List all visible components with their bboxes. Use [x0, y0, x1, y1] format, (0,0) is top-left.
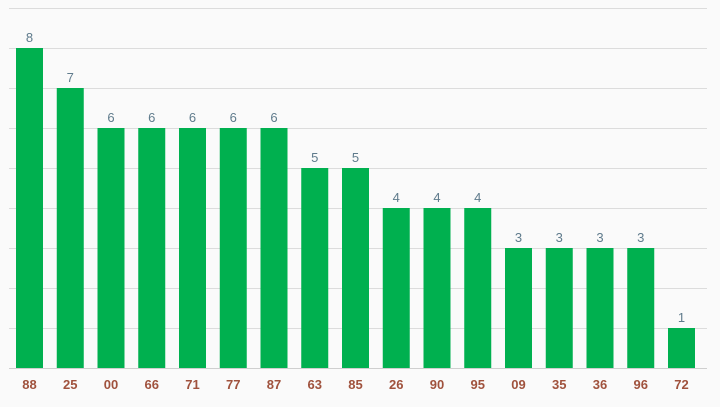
- bar-66: [138, 128, 166, 368]
- bar-87: [260, 128, 288, 368]
- data-label-09: 3: [515, 230, 522, 245]
- data-label-72: 1: [678, 310, 685, 325]
- data-label-88: 8: [26, 30, 33, 45]
- x-tick-label-36: 36: [593, 377, 607, 392]
- data-label-63: 5: [311, 150, 318, 165]
- bar-90: [423, 208, 451, 368]
- bar-85: [342, 168, 369, 368]
- bar-96: [627, 248, 655, 368]
- x-tick-labels: 88 25 00 66 71 77 87 63 85 26 90 95 09 35 36 96 72: [22, 377, 688, 392]
- x-tick-label-90: 90: [430, 377, 444, 392]
- bar-26: [382, 208, 410, 368]
- bar-25: [56, 88, 84, 368]
- data-label-36: 3: [596, 230, 603, 245]
- x-tick-label-77: 77: [226, 377, 240, 392]
- bar-95: [464, 208, 492, 368]
- bar-63: [301, 168, 329, 368]
- bar-71: [179, 128, 206, 368]
- bar-09: [505, 248, 532, 368]
- x-tick-label-87: 87: [267, 377, 281, 392]
- x-tick-label-26: 26: [389, 377, 403, 392]
- data-label-96: 3: [637, 230, 644, 245]
- x-tick-label-09: 09: [511, 377, 525, 392]
- x-tick-label-72: 72: [674, 377, 688, 392]
- x-tick-label-25: 25: [63, 377, 77, 392]
- x-tick-label-71: 71: [185, 377, 199, 392]
- x-tick-label-85: 85: [348, 377, 362, 392]
- bar-72: [668, 328, 695, 368]
- data-label-90: 4: [433, 190, 440, 205]
- x-tick-label-35: 35: [552, 377, 566, 392]
- bar-00: [97, 128, 125, 368]
- data-label-87: 6: [270, 110, 277, 125]
- x-tick-label-96: 96: [634, 377, 648, 392]
- bars: [16, 48, 695, 368]
- x-tick-label-63: 63: [308, 377, 322, 392]
- bar-88: [16, 48, 43, 368]
- bar-36: [586, 248, 614, 368]
- data-labels: 8 7 6 6 6 6 6 5 5 4 4 4 3 3 3 3 1: [26, 30, 685, 325]
- bar-77: [219, 128, 247, 368]
- x-tick-label-88: 88: [22, 377, 36, 392]
- data-label-71: 6: [189, 110, 196, 125]
- x-tick-label-66: 66: [145, 377, 159, 392]
- data-label-26: 4: [393, 190, 400, 205]
- data-label-35: 3: [556, 230, 563, 245]
- data-label-00: 6: [107, 110, 114, 125]
- data-label-25: 7: [67, 70, 74, 85]
- data-label-85: 5: [352, 150, 359, 165]
- x-tick-label-95: 95: [471, 377, 485, 392]
- data-label-95: 4: [474, 190, 481, 205]
- bar-35: [545, 248, 573, 368]
- data-label-66: 6: [148, 110, 155, 125]
- data-label-77: 6: [230, 110, 237, 125]
- x-tick-label-00: 00: [104, 377, 118, 392]
